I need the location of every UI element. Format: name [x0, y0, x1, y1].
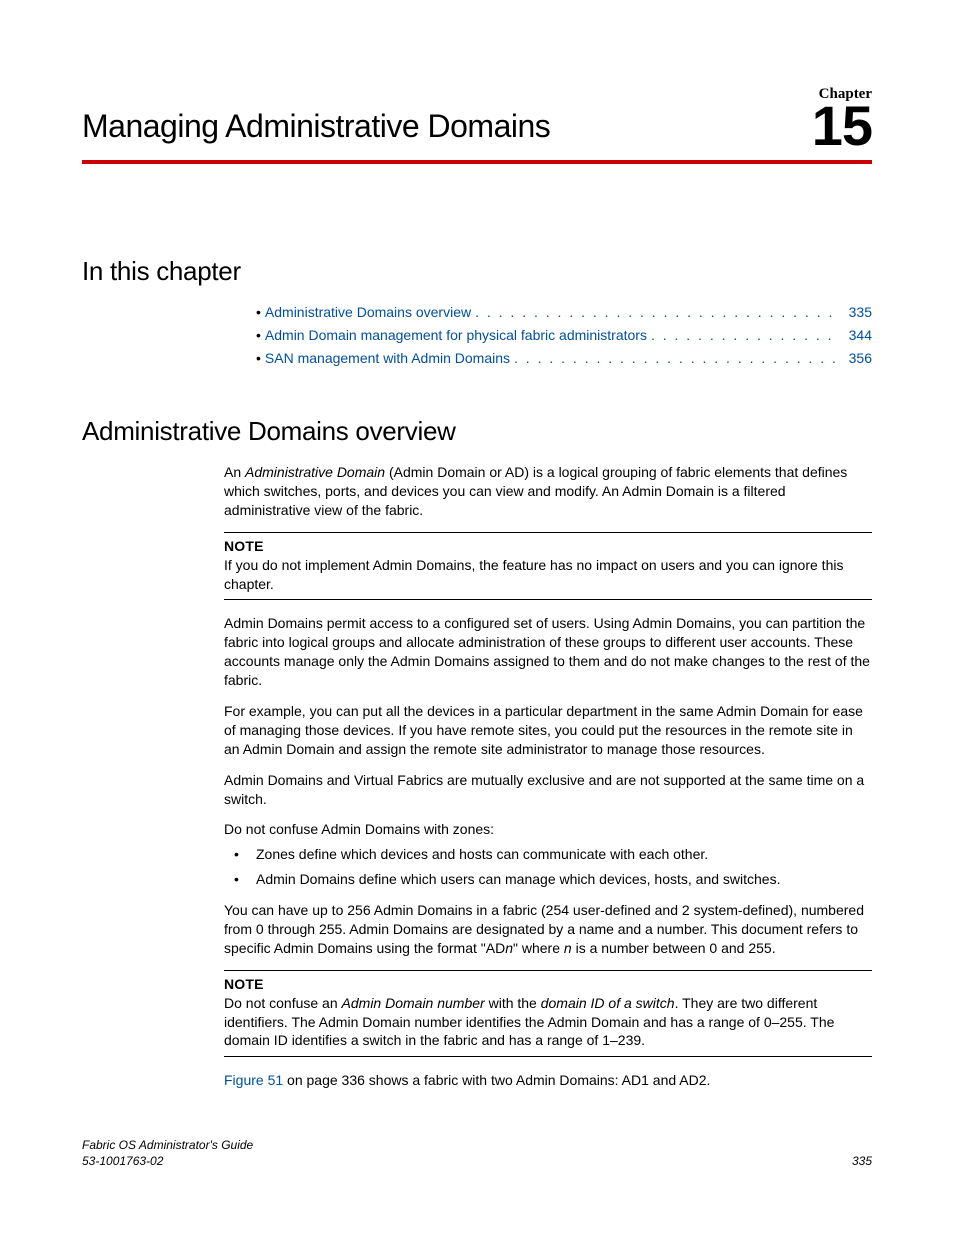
toc-bullet: •: [256, 303, 261, 322]
toc-bullet: •: [256, 326, 261, 345]
text: Do not confuse an: [224, 995, 342, 1011]
paragraph: Admin Domains and Virtual Fabrics are mu…: [224, 771, 872, 809]
toc-dots: . . . . . . . . . . . . . . . . . . . . …: [647, 326, 838, 345]
footer-page: 335: [852, 1153, 872, 1169]
toc: • Administrative Domains overview . . . …: [256, 303, 872, 368]
toc-row: • SAN management with Admin Domains . . …: [256, 349, 872, 368]
text: with the: [485, 995, 541, 1011]
chapter-header: Managing Administrative Domains Chapter …: [82, 84, 872, 158]
figure-link[interactable]: Figure 51: [224, 1072, 283, 1088]
paragraph: For example, you can put all the devices…: [224, 702, 872, 759]
chapter-rule: [82, 160, 872, 164]
toc-bullet: •: [256, 349, 261, 368]
list-item: Zones define which devices and hosts can…: [224, 845, 872, 864]
note-block: NOTE Do not confuse an Admin Domain numb…: [224, 970, 872, 1058]
term: domain ID of a switch: [541, 995, 675, 1011]
term: Admin Domain number: [342, 995, 485, 1011]
paragraph: Admin Domains permit access to a configu…: [224, 614, 872, 690]
chapter-number-block: Chapter 15: [812, 84, 872, 154]
text: An: [224, 464, 245, 480]
note-text: Do not confuse an Admin Domain number wi…: [224, 994, 872, 1051]
chapter-title: Managing Administrative Domains: [82, 105, 550, 154]
paragraph: You can have up to 256 Admin Domains in …: [224, 901, 872, 958]
chapter-number: 15: [812, 98, 872, 154]
term-admin-domain: Administrative Domain: [245, 464, 385, 480]
toc-link-admin-mgmt[interactable]: Admin Domain management for physical fab…: [265, 326, 647, 345]
page-footer: Fabric OS Administrator's Guide 53-10017…: [82, 1138, 872, 1169]
var-n: n: [564, 940, 572, 956]
toc-link-overview[interactable]: Administrative Domains overview: [265, 303, 471, 322]
toc-row: • Administrative Domains overview . . . …: [256, 303, 872, 322]
paragraph: Do not confuse Admin Domains with zones:: [224, 820, 872, 839]
footer-docnum: 53-1001763-02: [82, 1154, 253, 1170]
bullet-list: Zones define which devices and hosts can…: [224, 845, 872, 889]
toc-page[interactable]: 344: [838, 326, 872, 345]
note-label: NOTE: [224, 537, 872, 556]
text: on page 336 shows a fabric with two Admi…: [283, 1072, 710, 1088]
content-body: An Administrative Domain (Admin Domain o…: [224, 463, 872, 1090]
toc-dots: . . . . . . . . . . . . . . . . . . . . …: [471, 303, 838, 322]
note-text: If you do not implement Admin Domains, t…: [224, 556, 872, 594]
toc-row: • Admin Domain management for physical f…: [256, 326, 872, 345]
toc-page[interactable]: 335: [838, 303, 872, 322]
footer-guide: Fabric OS Administrator's Guide: [82, 1138, 253, 1154]
footer-left: Fabric OS Administrator's Guide 53-10017…: [82, 1138, 253, 1169]
paragraph: Figure 51 on page 336 shows a fabric wit…: [224, 1071, 872, 1090]
list-item: Admin Domains define which users can man…: [224, 870, 872, 889]
text: is a number between 0 and 255.: [572, 940, 776, 956]
var-n: n: [505, 940, 513, 956]
toc-dots: . . . . . . . . . . . . . . . . . . . . …: [510, 349, 838, 368]
toc-link-san-mgmt[interactable]: SAN management with Admin Domains: [265, 349, 510, 368]
text: " where: [513, 940, 564, 956]
toc-page[interactable]: 356: [838, 349, 872, 368]
section-overview: Administrative Domains overview: [82, 414, 872, 449]
note-label: NOTE: [224, 975, 872, 994]
note-block: NOTE If you do not implement Admin Domai…: [224, 532, 872, 601]
section-in-this-chapter: In this chapter: [82, 254, 872, 289]
paragraph: An Administrative Domain (Admin Domain o…: [224, 463, 872, 520]
